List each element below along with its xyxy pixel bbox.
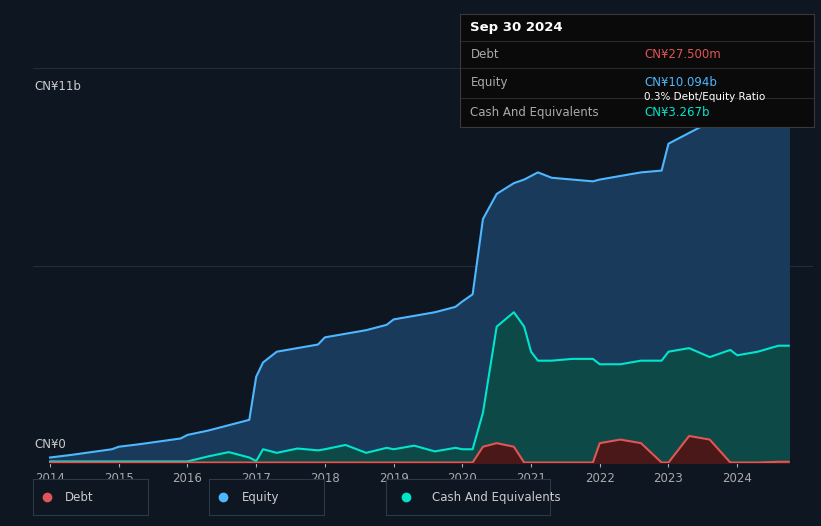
Text: Cash And Equivalents: Cash And Equivalents: [470, 106, 599, 119]
Text: Debt: Debt: [65, 491, 94, 503]
Text: Equity: Equity: [470, 76, 508, 88]
Text: CN¥3.267b: CN¥3.267b: [644, 106, 709, 119]
Text: Debt: Debt: [470, 48, 499, 62]
Text: CN¥11b: CN¥11b: [34, 80, 81, 93]
Text: Sep 30 2024: Sep 30 2024: [470, 21, 563, 34]
Text: 0.3% Debt/Equity Ratio: 0.3% Debt/Equity Ratio: [644, 92, 765, 102]
Text: Equity: Equity: [241, 491, 279, 503]
Text: CN¥27.500m: CN¥27.500m: [644, 48, 721, 62]
Text: Cash And Equivalents: Cash And Equivalents: [432, 491, 561, 503]
Text: CN¥0: CN¥0: [34, 438, 67, 451]
Text: CN¥10.094b: CN¥10.094b: [644, 76, 717, 88]
